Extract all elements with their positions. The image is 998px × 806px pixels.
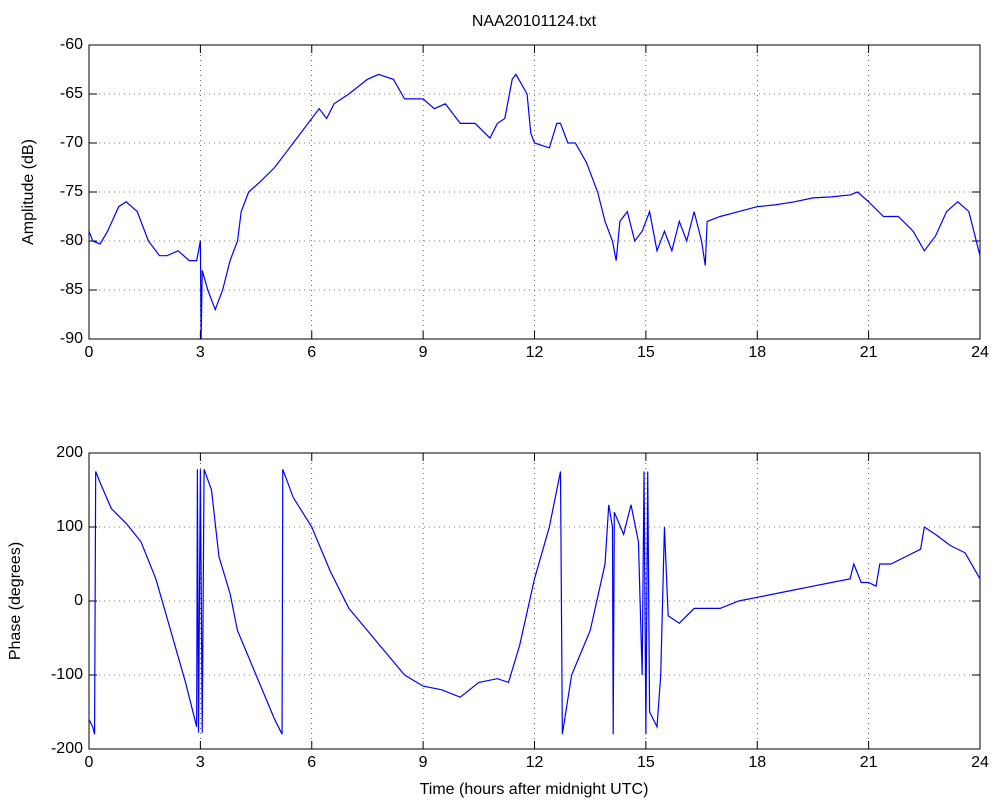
x-tick-label: 12 <box>526 344 544 361</box>
y-axis-label: Amplitude (dB) <box>20 139 37 245</box>
x-tick-label: 24 <box>971 344 989 361</box>
x-tick-label: 9 <box>419 754 428 771</box>
x-tick-label: 15 <box>637 344 655 361</box>
x-tick-label: 9 <box>419 344 428 361</box>
y-tick-label: -100 <box>51 666 83 683</box>
x-tick-label: 15 <box>637 754 655 771</box>
x-axis-label: Time (hours after midnight UTC) <box>420 781 649 798</box>
x-tick-label: 3 <box>196 754 205 771</box>
x-tick-label: 6 <box>307 754 316 771</box>
x-tick-label: 12 <box>526 754 544 771</box>
chart-title: NAA20101124.txt <box>472 13 597 30</box>
y-tick-label: 0 <box>74 592 83 609</box>
x-tick-label: 21 <box>860 344 878 361</box>
x-tick-label: 0 <box>85 344 94 361</box>
y-tick-label: -60 <box>60 36 83 53</box>
x-tick-label: 0 <box>85 754 94 771</box>
y-tick-label: 100 <box>56 518 83 535</box>
x-tick-label: 18 <box>748 344 766 361</box>
x-tick-label: 3 <box>196 344 205 361</box>
y-tick-label: -80 <box>60 232 83 249</box>
y-tick-label: -200 <box>51 740 83 757</box>
y-tick-label: -85 <box>60 281 83 298</box>
y-axis-label: Phase (degrees) <box>7 542 24 660</box>
y-tick-label: 200 <box>56 444 83 461</box>
data-line <box>88 469 981 735</box>
y-tick-label: -65 <box>60 85 83 102</box>
x-tick-label: 6 <box>307 344 316 361</box>
x-tick-label: 18 <box>748 754 766 771</box>
y-tick-label: -70 <box>60 134 83 151</box>
y-tick-label: -90 <box>60 330 83 347</box>
data-line <box>88 73 981 340</box>
y-tick-label: -75 <box>60 183 83 200</box>
x-tick-label: 21 <box>860 754 878 771</box>
x-tick-label: 24 <box>971 754 989 771</box>
